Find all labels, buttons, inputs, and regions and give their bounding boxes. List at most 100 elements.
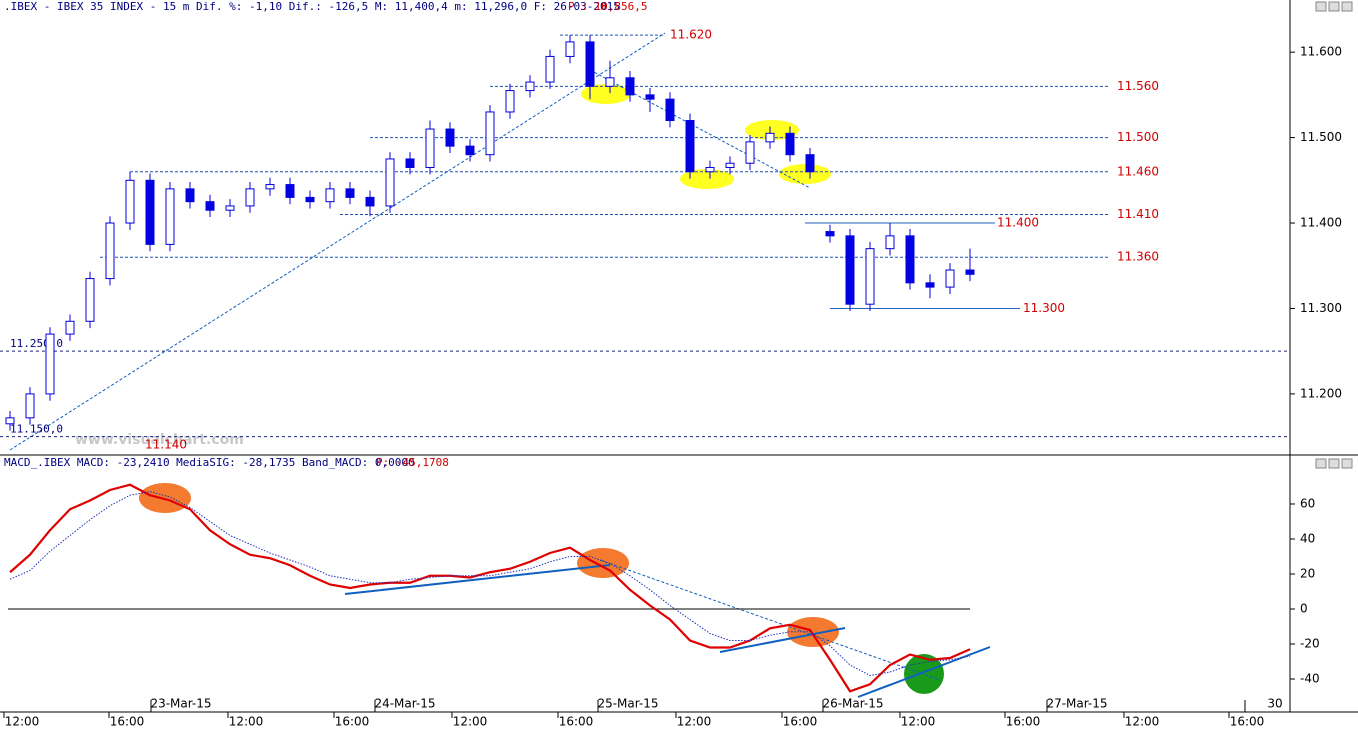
candle-body [685,120,695,173]
candle-body [885,235,895,250]
candle-body [385,158,395,207]
highlight [787,617,839,647]
trend-line [719,627,846,653]
y-tick-label: 11.500 [1300,130,1342,144]
level-label: 11.360 [1117,250,1159,264]
highlight [139,483,191,513]
candle-body [905,235,915,284]
candle-body [285,184,295,198]
candle-body [625,77,635,96]
indicator-title-price: P: -45,1708 [376,456,449,469]
button[interactable] [1341,458,1353,469]
y-tick-label: 20 [1300,566,1315,580]
candle-body [745,141,755,164]
level-label: 11.560 [1117,79,1159,93]
candle-body [645,94,655,100]
level-label: 11.300 [1023,301,1065,315]
candle-body [325,188,335,203]
candle-body [265,184,275,190]
candle-body [925,282,935,288]
candle-body [585,41,595,87]
highlight [779,164,831,184]
button[interactable] [1328,458,1340,469]
button[interactable] [1328,1,1340,12]
highlight [577,548,629,578]
level-label: 11.460 [1117,164,1159,178]
candle-body [45,333,55,395]
x-tick-label: 16:00 [1006,715,1041,729]
y-tick-label: 11.600 [1300,45,1342,59]
candle-body [785,132,795,156]
trend-line [857,646,991,698]
candle-body [345,188,355,198]
x-tick-label: 16:00 [783,715,818,729]
candle-body [965,269,975,275]
candle-body [665,98,675,122]
level-label: 11.400 [997,216,1039,230]
button[interactable] [1315,1,1327,12]
candle-body [105,222,115,280]
x-tick-label: 26-Mar-15 [822,697,883,711]
candle-body [165,188,175,245]
candle-body [405,158,415,168]
highlight [581,84,631,104]
x-tick-label: 30 [1267,697,1282,711]
candle-body [565,41,575,57]
x-tick-label: 24-Mar-15 [374,697,435,711]
candle-body [765,132,775,143]
x-tick-label: 12:00 [229,715,264,729]
indicator-line [9,491,971,677]
y-tick-label: 60 [1300,496,1315,510]
x-tick-label: 16:00 [1230,715,1265,729]
candle-body [725,162,735,168]
y-tick-label: -20 [1300,637,1320,651]
trend-line [9,32,666,451]
chart-title: .IBEX - IBEX 35 INDEX - 15 m Dif. %: -1,… [4,0,620,13]
candle-body [825,231,835,237]
x-tick-label: 12:00 [1125,715,1160,729]
y-tick-label: 0 [1300,602,1308,616]
candle-body [485,111,495,156]
candle-body [445,128,455,147]
candle-body [465,145,475,156]
candle-body [185,188,195,203]
x-tick-label: 12:00 [453,715,488,729]
button[interactable] [1341,1,1353,12]
candle-body [945,269,955,288]
reference-label: 11.150,0 [10,423,63,436]
candle-body [145,179,155,245]
highlights [139,84,944,694]
level-label: 11.410 [1117,207,1159,221]
candle-body [365,196,375,207]
candle-body [425,128,435,168]
y-tick-label: 11.200 [1300,386,1342,400]
watermark: www.visualchart.com [75,432,244,448]
candle-body [225,205,235,211]
candle-body [805,154,815,173]
indicator-title: MACD_.IBEX MACD: -23,2410 MediaSIG: -28,… [4,456,415,469]
candle-body [305,196,315,203]
x-tick-label: 12:00 [677,715,712,729]
candle-body [545,55,555,83]
x-tick-label: 12:00 [5,715,40,729]
x-tick-label: 16:00 [335,715,370,729]
x-tick-label: 16:00 [559,715,594,729]
candle-body [25,393,35,419]
window-buttons[interactable] [1315,1,1353,469]
candle-body [705,166,715,173]
x-tick-label: 27-Mar-15 [1046,697,1107,711]
candle-body [85,278,95,322]
level-label: 11.140 [145,438,187,452]
button[interactable] [1315,458,1327,469]
candle-body [125,179,135,224]
trend-line [599,559,941,681]
y-tick-label: 11.300 [1300,301,1342,315]
y-tick-label: 11.400 [1300,216,1342,230]
y-tick-label: 40 [1300,531,1315,545]
chart-title-price: P : 10,856,5 [568,0,647,13]
candle-body [605,77,615,87]
x-tick-label: 23-Mar-15 [150,697,211,711]
level-label: 11.500 [1117,130,1159,144]
x-tick-label: 16:00 [110,715,145,729]
